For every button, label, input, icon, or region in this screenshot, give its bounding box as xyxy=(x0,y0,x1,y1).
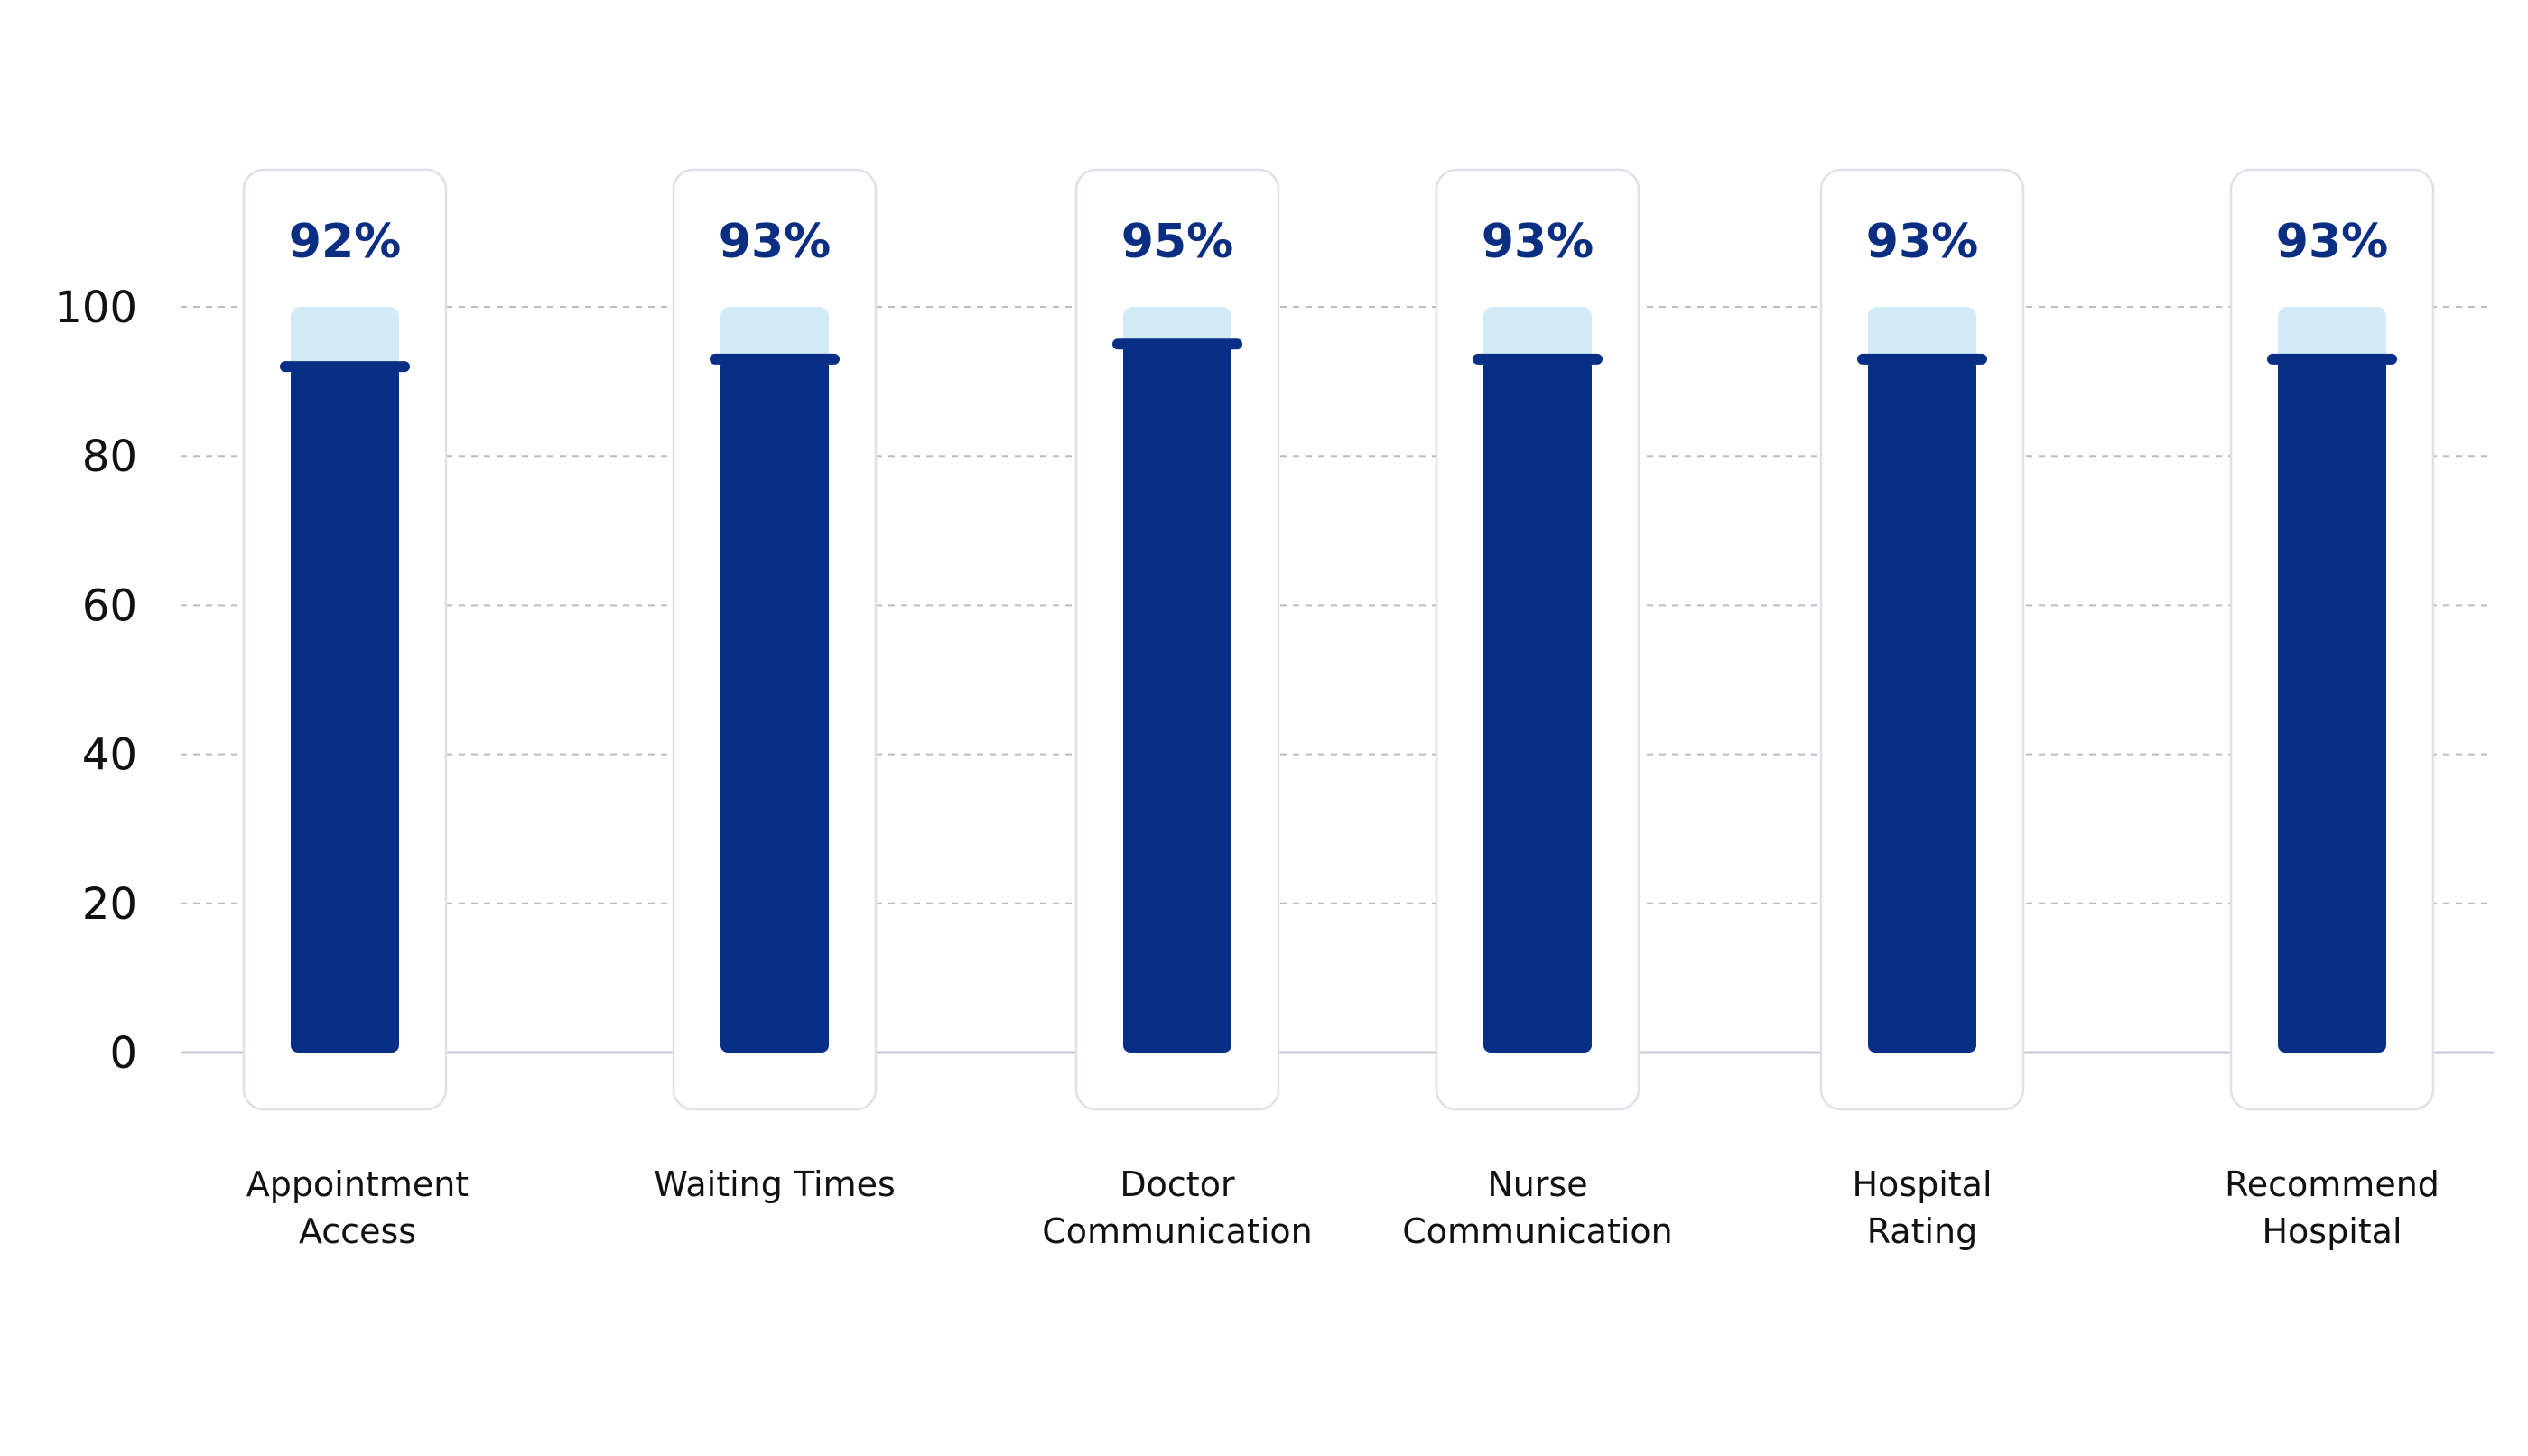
labels: 92% Appointment Access 93% Waiting Times 95% D… xyxy=(246,215,2440,1251)
value-label: 93% xyxy=(1866,215,1978,269)
y-tick-label: 40 xyxy=(82,730,137,781)
bar-cap xyxy=(2267,353,2397,365)
category-label: Access xyxy=(299,1211,416,1251)
category-label: Rating xyxy=(1867,1211,1978,1251)
category-label: Hospital xyxy=(1852,1164,1992,1204)
value-label: 93% xyxy=(719,215,831,269)
value-label: 92% xyxy=(289,215,401,269)
bar xyxy=(1123,344,1231,1053)
category-label: Communication xyxy=(1402,1211,1673,1251)
bar-cards xyxy=(242,168,2435,1111)
bar xyxy=(1483,358,1592,1053)
category-label: Hospital xyxy=(2262,1211,2402,1251)
category-label: Nurse xyxy=(1487,1164,1587,1204)
category-label: Communication xyxy=(1042,1211,1313,1251)
bars xyxy=(280,307,2397,1053)
y-tick-label: 20 xyxy=(82,879,137,930)
grid-layer xyxy=(181,306,2494,1054)
value-label: 93% xyxy=(1482,215,1594,269)
bar-cap xyxy=(1857,353,1987,365)
y-tick-label: 100 xyxy=(54,283,137,333)
value-label: 95% xyxy=(1121,215,1233,269)
bar-cap xyxy=(1473,353,1603,365)
y-axis-ticks: 0 20 40 60 80 100 xyxy=(54,283,137,1079)
bar xyxy=(720,358,829,1053)
bar xyxy=(1868,358,1976,1053)
bar-cap xyxy=(1112,338,1242,350)
y-tick-label: 0 xyxy=(109,1028,137,1079)
bar xyxy=(2278,358,2386,1053)
y-tick-label: 60 xyxy=(82,580,137,631)
category-label: Appointment xyxy=(246,1164,469,1204)
bar xyxy=(291,366,399,1053)
y-tick-label: 80 xyxy=(82,431,137,482)
value-label: 93% xyxy=(2276,215,2388,269)
category-label: Waiting Times xyxy=(654,1164,896,1204)
bar-cap xyxy=(710,353,840,365)
category-label: Doctor xyxy=(1120,1164,1235,1204)
category-label: Recommend xyxy=(2225,1164,2440,1204)
bar-cap xyxy=(280,361,410,373)
